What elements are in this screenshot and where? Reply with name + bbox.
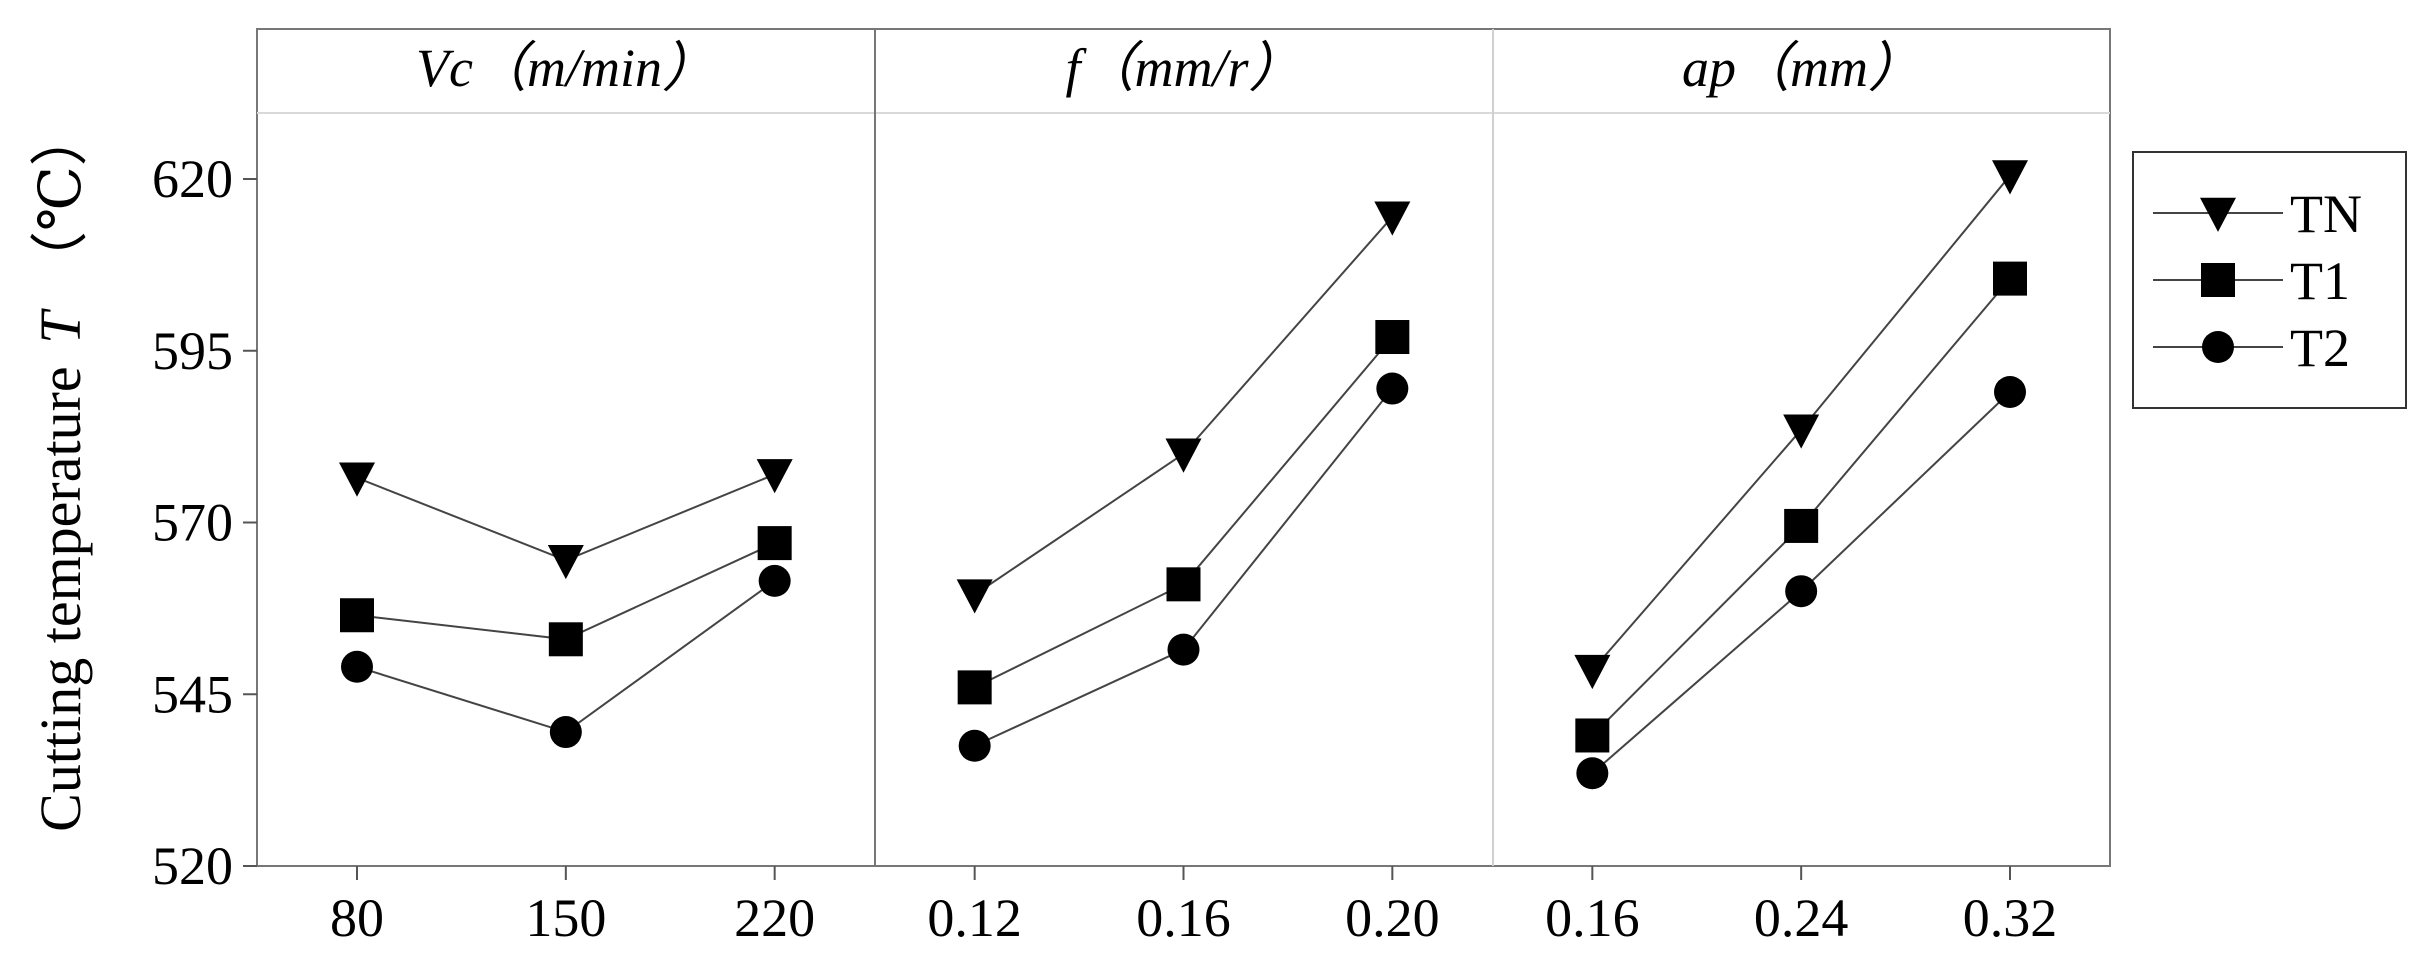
legend: TN T1 T2 xyxy=(2132,151,2407,409)
legend-label: T1 xyxy=(2290,251,2350,311)
data-point xyxy=(1376,372,1409,405)
data-point xyxy=(1784,508,1819,543)
data-point xyxy=(341,650,373,683)
data-point xyxy=(549,716,582,749)
data-point xyxy=(547,544,584,580)
chart-marks: 520 545 570 595 620 80 150 220 0.12 0.16 0.20 0.16 0… xyxy=(152,149,2057,948)
data-point xyxy=(1576,757,1609,790)
x-tick-label: 0.16 xyxy=(1136,888,1231,948)
data-point xyxy=(340,598,374,633)
data-point xyxy=(1374,201,1411,236)
legend-label: T2 xyxy=(2290,318,2350,378)
legend-items: TN T1 T2 xyxy=(2153,184,2362,378)
legend-marker xyxy=(2202,331,2234,363)
data-point xyxy=(1574,654,1611,690)
y-axis-title: Cutting temperature T （℃） xyxy=(28,108,93,832)
data-point xyxy=(756,459,793,494)
data-point xyxy=(1375,320,1410,355)
data-point xyxy=(1166,567,1201,602)
y-tick-label: 520 xyxy=(152,836,233,896)
panel-title-f: f（mm/r） xyxy=(1065,38,1302,98)
data-point xyxy=(957,670,992,705)
x-tick-label: 0.16 xyxy=(1545,888,1640,948)
x-tick-label: 80 xyxy=(330,888,384,948)
x-tick-label: 0.12 xyxy=(927,888,1022,948)
data-point xyxy=(339,462,375,497)
y-tick-label: 545 xyxy=(152,664,233,724)
data-point xyxy=(1167,633,1200,666)
legend-marker xyxy=(2200,197,2236,232)
x-tick-label: 0.24 xyxy=(1754,888,1849,948)
data-point xyxy=(1992,160,2028,195)
data-point xyxy=(757,526,792,561)
y-tick-label: 620 xyxy=(152,149,233,209)
legend-label: TN xyxy=(2290,184,2362,244)
y-tick-label: 570 xyxy=(152,493,233,553)
data-point xyxy=(1575,718,1610,753)
data-point xyxy=(758,564,791,597)
y-axis-title-symbol: T xyxy=(28,308,93,344)
y-axis-title-unit: （℃） xyxy=(28,108,93,289)
data-point xyxy=(1165,438,1202,473)
x-tick-label: 0.20 xyxy=(1345,888,1440,948)
panel-title-ap: ap（mm） xyxy=(1682,38,1922,98)
x-tick-label: 220 xyxy=(734,888,815,948)
y-axis-title-text: Cutting temperature xyxy=(28,366,93,831)
panel-title-vc: Vc（m/min） xyxy=(416,38,716,98)
x-tick-label: 150 xyxy=(525,888,606,948)
y-tick-label: 595 xyxy=(152,321,233,381)
data-point xyxy=(956,579,993,614)
x-tick-label: 0.32 xyxy=(1963,888,2058,948)
legend-marker xyxy=(2201,263,2235,297)
data-point xyxy=(1785,575,1818,608)
data-point xyxy=(1994,375,2026,408)
data-point xyxy=(548,622,583,657)
data-point xyxy=(1783,414,1820,449)
data-point xyxy=(1993,261,2027,296)
data-point xyxy=(958,729,991,762)
